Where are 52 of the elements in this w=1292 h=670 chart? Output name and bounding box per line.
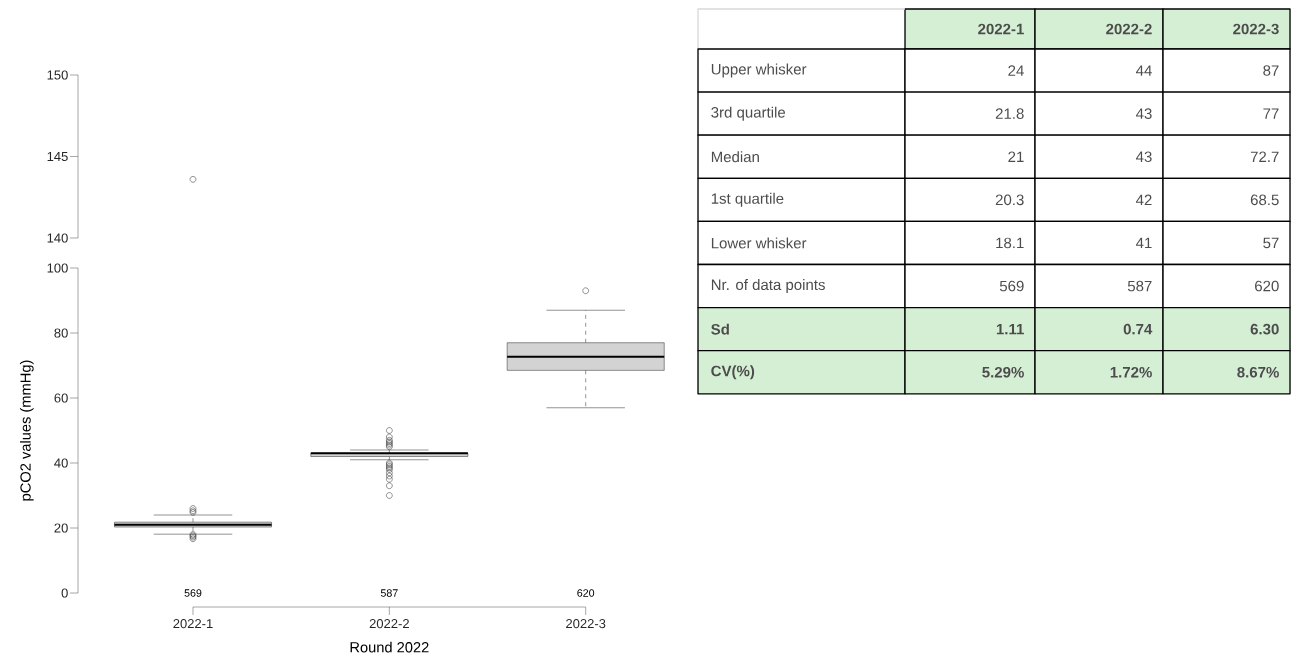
category-label: 2022-3 (1233, 23, 1279, 35)
x-axis-title: Round 2022 (350, 641, 429, 653)
text: 8.67% (1237, 366, 1279, 378)
text: 587 (1127, 280, 1152, 292)
category-label: Median (711, 151, 759, 163)
category-label: 2022-1 (978, 23, 1024, 35)
text: 44 (1135, 65, 1152, 76)
y-tick-label: 60 (54, 393, 68, 403)
y-tick-label: 40 (54, 458, 68, 468)
text: 20.3 (995, 194, 1024, 206)
category-label: Lower whisker (711, 237, 807, 249)
text: 42 (1135, 194, 1152, 206)
x-tick-label: 2022-3 (566, 619, 606, 629)
category-label: 2022-2 (1106, 23, 1152, 35)
category-label: Nr. of data points (711, 279, 825, 294)
x-tick-label: 2022-1 (173, 619, 213, 629)
x-tick-label: 2022-2 (369, 619, 409, 629)
annotation: 620 (577, 589, 595, 597)
text: 68.5 (1250, 194, 1279, 206)
y-tick-label: 0 (61, 588, 68, 598)
text: 569 (999, 280, 1024, 292)
text: 0.74 (1123, 323, 1153, 335)
text: 5.29% (982, 366, 1024, 378)
category-label: 1st quartile (711, 192, 784, 207)
text: 1.72% (1110, 366, 1152, 378)
y-tick-label: 145 (47, 151, 68, 162)
text: 77 (1263, 108, 1279, 119)
text: 24 (1008, 65, 1024, 76)
text: 43 (1135, 151, 1152, 163)
annotation: 587 (380, 589, 398, 597)
y-axis-title: pCO2 values (mmHg) (19, 360, 34, 501)
y-tick-label: 150 (47, 70, 68, 80)
y-tick-label: 140 (47, 233, 68, 243)
text: 18.1 (996, 237, 1024, 249)
category-label: Sd (711, 323, 729, 335)
category-label: 3rd quartile (711, 106, 786, 121)
annotation: 569 (184, 589, 202, 597)
y-tick-label: 80 (54, 328, 68, 338)
category-label: CV(%) (711, 365, 755, 380)
text: 620 (1255, 280, 1279, 292)
category-label: Upper whisker (711, 63, 807, 78)
y-tick-label: 100 (47, 263, 68, 273)
text: 21.8 (995, 108, 1024, 119)
text: 21 (1008, 151, 1024, 162)
text: 1.11 (996, 323, 1024, 335)
text: 57 (1263, 237, 1279, 249)
y-tick-label: 20 (54, 523, 68, 533)
text: 6.30 (1250, 323, 1279, 335)
text: 87 (1263, 65, 1279, 76)
text: 72.7 (1250, 151, 1279, 162)
text: 43 (1135, 108, 1152, 119)
text: 41 (1135, 237, 1152, 249)
